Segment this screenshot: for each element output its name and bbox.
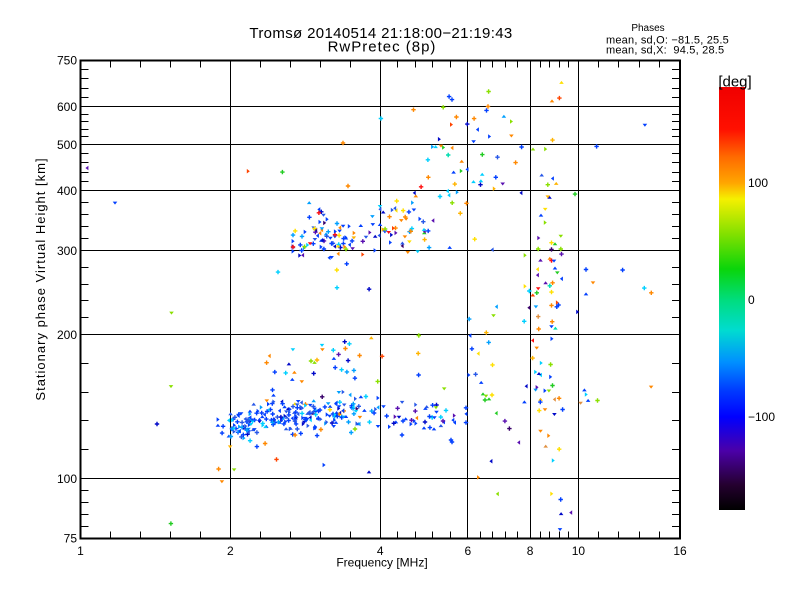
svg-text:0: 0 <box>748 293 755 307</box>
svg-text:8: 8 <box>527 544 534 558</box>
svg-text:Frequency [MHz]: Frequency [MHz] <box>336 556 427 570</box>
svg-text:1: 1 <box>77 544 84 558</box>
svg-text:600: 600 <box>57 100 77 114</box>
svg-text:RwPretec (8p): RwPretec (8p) <box>328 39 437 56</box>
svg-text:4: 4 <box>377 544 384 558</box>
svg-text:−100: −100 <box>748 410 775 424</box>
svg-text:Tromsø 20140514 21:18:00−21:19: Tromsø 20140514 21:18:00−21:19:43 <box>249 25 512 42</box>
svg-text:200: 200 <box>57 328 77 342</box>
svg-text:2: 2 <box>227 544 234 558</box>
svg-text:mean, sd,X: 94.5, 28.5: mean, sd,X: 94.5, 28.5 <box>606 45 724 57</box>
svg-text:100: 100 <box>57 472 77 486</box>
svg-text:Phases: Phases <box>631 23 664 34</box>
svg-text:6: 6 <box>465 544 472 558</box>
svg-text:100: 100 <box>748 176 768 190</box>
svg-text:75: 75 <box>64 532 78 546</box>
svg-text:300: 300 <box>57 244 77 258</box>
svg-text:mean, sd,O: −81.5, 25.5: mean, sd,O: −81.5, 25.5 <box>606 35 729 47</box>
svg-text:[deg]: [deg] <box>718 74 751 91</box>
svg-text:Stationary phase Virtual Heigh: Stationary phase Virtual Height [km] <box>33 157 48 400</box>
svg-text:500: 500 <box>57 138 77 152</box>
svg-text:16: 16 <box>673 544 687 558</box>
svg-text:10: 10 <box>572 544 586 558</box>
svg-text:750: 750 <box>57 54 77 68</box>
svg-text:400: 400 <box>57 184 77 198</box>
